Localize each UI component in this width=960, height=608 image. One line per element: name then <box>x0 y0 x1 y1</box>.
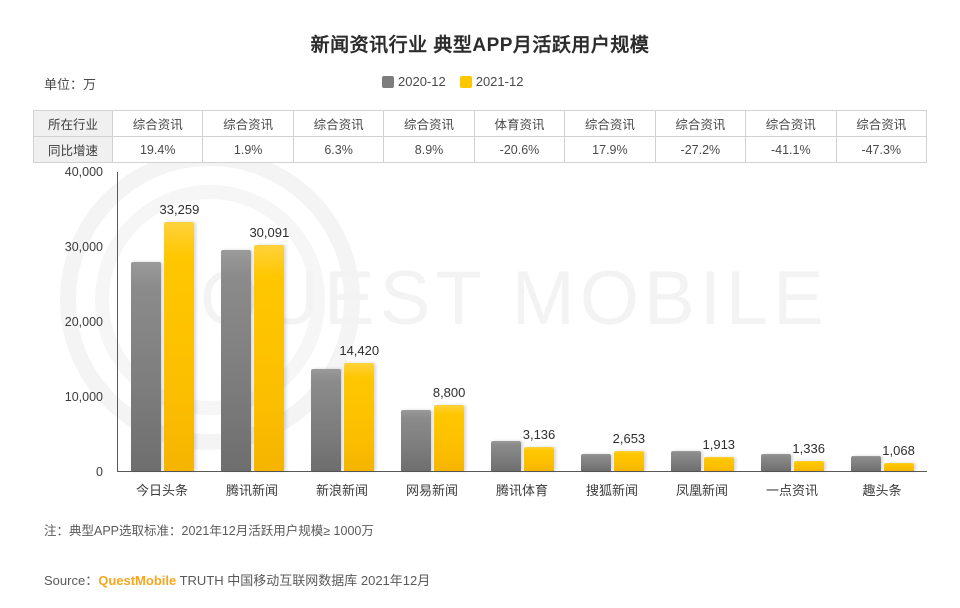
x-axis: 今日头条 腾讯新闻 新浪新闻 网易新闻 腾讯体育 搜狐新闻 凤凰新闻 一点资讯 趣头条 <box>117 474 927 499</box>
bar-group: 30,091 <box>208 172 298 471</box>
bar-group: 3,136 <box>478 172 568 471</box>
legend-label: 2021-12 <box>475 74 524 89</box>
bar-group: 33,259 <box>118 172 208 471</box>
source-prefix: Source： <box>44 573 99 588</box>
table-cell: 综合资讯 <box>111 110 204 137</box>
table-row: 所在行业 综合资讯 综合资讯 综合资讯 综合资讯 体育资讯 综合资讯 综合资讯 综合资讯 综合资讯 <box>33 110 927 137</box>
table-cell: 体育资讯 <box>473 110 566 137</box>
bar-2021-12[interactable]: 33,259 <box>160 202 199 471</box>
bar-2021-12[interactable]: 3,136 <box>523 427 555 471</box>
x-axis-tick-label: 一点资讯 <box>765 483 818 498</box>
plot-area: 33,259 30,091 14,420 8,800 3,136 2,653 1,913 1,… <box>117 172 927 472</box>
x-axis-tick-label: 腾讯新闻 <box>225 483 278 498</box>
bar-2021-12[interactable]: 14,420 <box>339 343 379 471</box>
table-cell: 综合资讯 <box>292 110 385 137</box>
legend-swatch-icon <box>459 75 472 88</box>
source-brand: QuestMobile <box>98 573 177 588</box>
legend-item-0: 2020-12 <box>382 74 446 89</box>
table-cell: 综合资讯 <box>835 110 927 137</box>
table-cell: 17.9% <box>564 136 656 163</box>
table-cell: 6.3% <box>292 136 385 163</box>
y-axis-tick-label: 10,000 <box>64 390 103 404</box>
chart-area: 0 10,000 20,000 30,000 40,000 33,259 30,091 14… <box>33 165 927 498</box>
x-axis-tick-label: 网易新闻 <box>405 483 458 498</box>
table-cell: 19.4% <box>111 136 204 163</box>
bar-2021-12[interactable]: 1,913 <box>703 437 735 471</box>
bar-2021-12[interactable]: 8,800 <box>433 385 465 471</box>
bar-2021-12[interactable]: 1,336 <box>792 441 825 471</box>
table-cell: -27.2% <box>654 136 747 163</box>
bar-group: 1,068 <box>837 172 927 471</box>
bar-2021-12[interactable]: 30,091 <box>249 225 289 471</box>
bar-2021-12[interactable]: 1,068 <box>882 443 915 471</box>
x-axis-tick-label: 腾讯体育 <box>495 483 548 498</box>
chart-source: Source：QuestMobile TRUTH 中国移动互联网数据库 2021… <box>44 570 430 589</box>
page-title: 新闻资讯行业 典型APP月活跃用户规模 <box>310 35 650 56</box>
legend-label: 2020-12 <box>398 74 446 89</box>
bar-group: 2,653 <box>567 172 657 471</box>
table-cell: -47.3% <box>835 136 927 163</box>
bar-value-label: 33,259 <box>159 201 200 217</box>
legend-item-1: 2021-12 <box>459 74 524 89</box>
bar-2020-12[interactable] <box>221 249 252 471</box>
info-table-body: 所在行业 综合资讯 综合资讯 综合资讯 综合资讯 体育资讯 综合资讯 综合资讯 综合资讯 综合资讯… <box>33 110 927 163</box>
table-cell: 综合资讯 <box>654 110 747 137</box>
y-axis-tick-label: 30,000 <box>64 240 103 254</box>
bar-value-label: 2,653 <box>612 431 646 447</box>
bar-value-label: 3,136 <box>522 427 556 443</box>
chart-legend: 2020-12 2021-12 <box>382 74 523 89</box>
bar-group: 1,913 <box>657 172 747 471</box>
y-axis-tick-label: 20,000 <box>64 315 103 329</box>
bar-2020-12[interactable] <box>401 410 432 471</box>
bar-2020-12[interactable] <box>850 455 881 471</box>
unit-label: 单位：万 <box>44 77 97 92</box>
table-cell: 综合资讯 <box>202 110 294 137</box>
y-axis: 0 10,000 20,000 30,000 40,000 <box>33 165 109 479</box>
bar-value-label: 1,336 <box>792 440 825 456</box>
bar-value-label: 1,068 <box>882 443 915 458</box>
bar-value-label: 1,913 <box>702 436 736 452</box>
bar-2021-12[interactable]: 2,653 <box>613 431 645 471</box>
table-row-header: 所在行业 <box>33 110 113 137</box>
legend-swatch-icon <box>382 75 394 88</box>
table-cell: 综合资讯 <box>383 110 475 137</box>
x-axis-tick-label: 搜狐新闻 <box>585 483 638 498</box>
bar-2020-12[interactable] <box>311 369 342 471</box>
bar-value-label: 30,091 <box>249 225 290 241</box>
x-axis-tick-label: 凤凰新闻 <box>675 483 728 498</box>
table-cell: 综合资讯 <box>745 110 837 137</box>
bar-value-label: 14,420 <box>339 342 380 358</box>
table-cell: 8.9% <box>383 136 475 163</box>
chart-note: 注：典型APP选取标准：2021年12月活跃用户规模≥ 1000万 <box>44 524 374 538</box>
table-row: 同比增速 19.4% 1.9% 6.3% 8.9% -20.6% 17.9% -27.2% -4… <box>33 136 927 163</box>
x-axis-tick-label: 新浪新闻 <box>315 483 368 498</box>
source-rest: TRUTH 中国移动互联网数据库 2021年12月 <box>176 573 431 588</box>
bar-group: 14,420 <box>298 172 388 471</box>
table-row-header: 同比增速 <box>33 136 113 163</box>
bar-2020-12[interactable] <box>580 454 611 471</box>
bar-value-label: 8,800 <box>432 385 466 400</box>
info-table: 所在行业 综合资讯 综合资讯 综合资讯 综合资讯 体育资讯 综合资讯 综合资讯 综合资讯 综合资讯… <box>33 110 927 163</box>
table-cell: 1.9% <box>202 136 294 163</box>
table-cell: 综合资讯 <box>564 110 656 137</box>
table-cell: -20.6% <box>473 136 566 163</box>
bar-2020-12[interactable] <box>491 441 521 471</box>
bar-2020-12[interactable] <box>670 451 701 471</box>
y-axis-tick-label: 0 <box>96 465 103 479</box>
bar-group: 1,336 <box>747 172 837 471</box>
bar-group: 8,800 <box>388 172 478 471</box>
x-axis-tick-label: 趣头条 <box>862 483 902 498</box>
bar-groups: 33,259 30,091 14,420 8,800 3,136 2,653 1,913 1,… <box>118 172 927 471</box>
bar-2020-12[interactable] <box>131 262 162 471</box>
bar-2020-12[interactable] <box>760 454 791 471</box>
y-axis-tick-label: 40,000 <box>64 165 103 179</box>
x-axis-tick-label: 今日头条 <box>135 483 188 498</box>
table-cell: -41.1% <box>745 136 837 163</box>
